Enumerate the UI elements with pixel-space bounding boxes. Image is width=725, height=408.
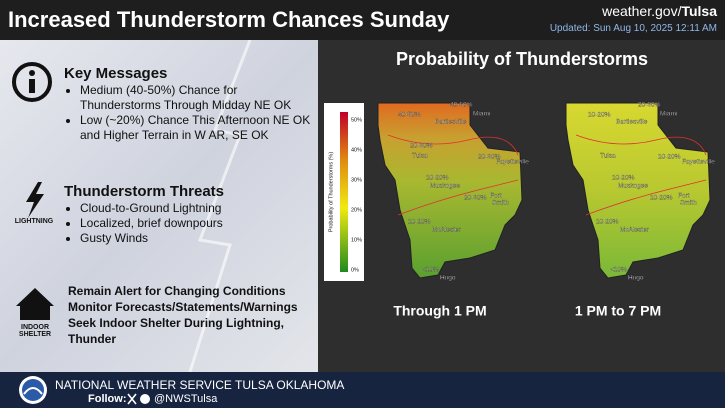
x-icon[interactable] xyxy=(127,393,137,405)
map-label: 40-50% xyxy=(450,102,473,109)
nws-logo-inner xyxy=(22,379,44,401)
map-label: 20-30% xyxy=(638,102,661,109)
left-panel: Key Messages Medium (40-50%) Chance for … xyxy=(0,40,318,372)
panel-title: Probability of Thunderstorms xyxy=(396,49,648,69)
map-label: 10-20% xyxy=(408,219,431,226)
threat-item: Localized, brief downpours xyxy=(80,216,320,231)
footer: NATIONAL WEATHER SERVICE TULSA OKLAHOMA … xyxy=(0,372,725,408)
map-label: Tulsa xyxy=(412,153,428,160)
lightning-bg xyxy=(188,40,252,372)
header: Increased Thunderstorm Chances Sunday we… xyxy=(0,0,725,40)
map-label: Smith xyxy=(492,200,509,207)
map-label: Bartlesville xyxy=(616,119,648,126)
colorbar-tick: 30% xyxy=(351,177,362,183)
lightning-icon xyxy=(26,182,44,218)
map-label: Fort xyxy=(678,193,690,200)
map-label: 10-20% xyxy=(612,175,635,182)
colorbar-tick: 40% xyxy=(351,147,362,153)
contour xyxy=(397,179,519,216)
house-icon xyxy=(16,288,54,320)
contour xyxy=(575,134,707,156)
colorbar-tick: 20% xyxy=(351,207,362,213)
handle[interactable]: @NWSTulsa xyxy=(154,393,218,405)
map-label: 10-20% xyxy=(596,219,619,226)
map-label: Hugo xyxy=(628,275,644,282)
info-icon xyxy=(12,62,52,102)
nws-logo-mark xyxy=(23,387,43,395)
map-label: McAlester xyxy=(432,227,462,234)
shelter-line: Seek Indoor Shelter During Lightning, xyxy=(68,316,285,330)
title: Increased Thunderstorm Chances Sunday xyxy=(8,7,450,32)
contour xyxy=(585,179,707,216)
site-office: Tulsa xyxy=(681,3,717,19)
map-label: Tulsa xyxy=(600,153,616,160)
left-icons xyxy=(12,40,252,372)
threat-item: Cloud-to-Ground Lightning xyxy=(80,201,320,216)
map-label: Hugo xyxy=(440,275,456,282)
region-map xyxy=(377,102,523,279)
key-item: Medium (40-50%) Chance for Thunderstorms… xyxy=(80,83,320,113)
map-label: 40-50% xyxy=(398,112,421,119)
map-label: Miami xyxy=(473,111,490,118)
threat-item: Gusty Winds xyxy=(80,231,320,246)
key-list: Medium (40-50%) Chance for Thunderstorms… xyxy=(64,83,320,143)
shelter-line: Remain Alert for Changing Conditions xyxy=(68,284,286,298)
key-title: Key Messages xyxy=(64,65,168,82)
contour xyxy=(387,134,519,156)
colorbar xyxy=(340,112,348,272)
info-dot xyxy=(29,70,35,76)
map-label: 10-20% xyxy=(426,175,449,182)
office: NATIONAL WEATHER SERVICE TULSA OKLAHOMA xyxy=(55,378,345,392)
key-item: Low (~20%) Chance This Afternoon NE OK a… xyxy=(80,113,320,143)
facebook-icon[interactable] xyxy=(140,394,150,404)
follow: Follow: xyxy=(88,393,127,405)
map-label: <10% xyxy=(610,267,627,274)
shelter-line: Thunder xyxy=(68,332,116,346)
info-bar xyxy=(29,79,35,93)
map-label: Muskogee xyxy=(430,183,460,190)
colorbar-tick: 0% xyxy=(351,267,359,273)
map-label: Fayetteville xyxy=(496,159,529,166)
map-label: Fayetteville xyxy=(682,159,715,166)
map-label: Fort xyxy=(490,193,502,200)
shelter-label: INDOOR SHELTER xyxy=(18,324,52,338)
map-label: 20-30% xyxy=(464,195,487,202)
map-label: Muskogee xyxy=(618,183,648,190)
colorbar-tick: 50% xyxy=(351,117,362,123)
map-label: Miami xyxy=(660,111,677,118)
map-label: 20-30% xyxy=(410,143,433,150)
shelter-lines: Remain Alert for Changing Conditions Mon… xyxy=(68,283,298,347)
map-label: 20-30% xyxy=(478,154,501,161)
map-label: <10% xyxy=(422,267,439,274)
map-caption: Through 1 PM xyxy=(393,303,486,319)
map-panel: Probability of Thunderstorms Probability … xyxy=(324,49,715,319)
map-caption: 1 PM to 7 PM xyxy=(575,303,661,319)
site[interactable]: weather.gov/Tulsa xyxy=(602,3,717,19)
updated: Updated: Sun Aug 10, 2025 12:11 AM xyxy=(549,23,717,34)
threats-list: Cloud-to-Ground Lightning Localized, bri… xyxy=(64,201,320,246)
map-label: Bartlesville xyxy=(435,119,467,126)
footer-icons xyxy=(19,376,150,405)
map-label: 10-20% xyxy=(588,112,611,119)
map-label: McAlester xyxy=(620,227,650,234)
shelter-line: Monitor Forecasts/Statements/Warnings xyxy=(68,300,298,314)
colorbar-tick: 10% xyxy=(351,237,362,243)
region-map xyxy=(565,102,711,279)
colorbar-label: Probability of Thunderstorms (%) xyxy=(328,152,334,232)
map-label: 10-20% xyxy=(658,154,681,161)
lightning-label: LIGHTNING xyxy=(14,218,54,225)
map-label: 10-20% xyxy=(650,195,673,202)
site-prefix: weather.gov/ xyxy=(602,3,682,19)
map-label: Smith xyxy=(680,200,697,207)
threats-title: Thunderstorm Threats xyxy=(64,183,225,200)
